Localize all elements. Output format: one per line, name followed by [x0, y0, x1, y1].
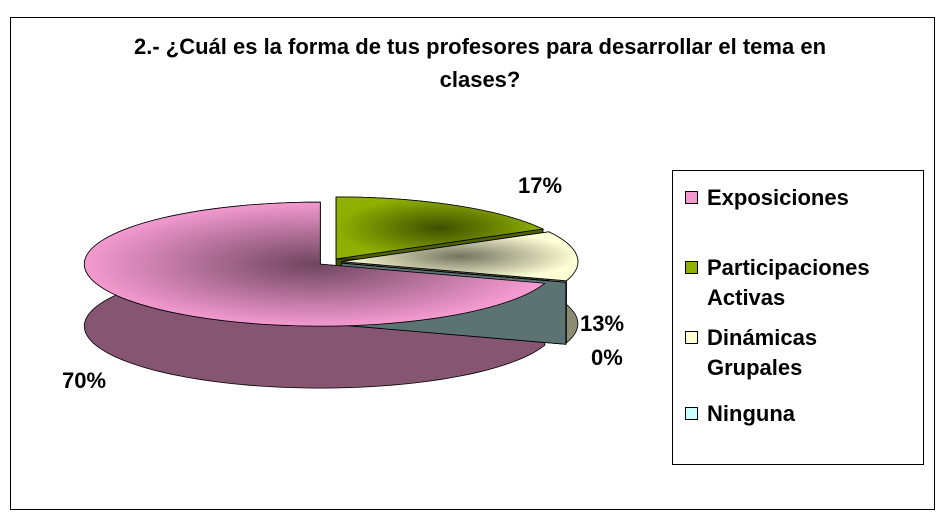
legend-swatch: [685, 261, 698, 274]
legend-swatch: [685, 191, 698, 204]
legend-entry: Ninguna: [685, 399, 921, 429]
legend: Exposiciones Participaciones Activas Dinám…: [672, 170, 924, 465]
data-label: 70%: [62, 368, 106, 393]
slice: [341, 231, 579, 282]
legend-entry: Dinámicas Grupales: [685, 323, 921, 383]
legend-label: Participaciones Activas: [707, 255, 870, 310]
chart-title: 2.- ¿Cuál es la forma de tus profesores …: [133, 34, 827, 92]
chart-frame: [10, 17, 935, 510]
data-label: 17%: [518, 173, 562, 198]
slice: [335, 196, 545, 260]
data-label: 13%: [580, 311, 624, 336]
legend-label: Dinámicas Grupales: [707, 325, 818, 380]
legend-entry: Exposiciones: [685, 183, 921, 213]
legend-entry: Participaciones Activas: [685, 253, 921, 313]
legend-swatch: [685, 407, 698, 420]
legend-label: Exposiciones: [707, 185, 849, 210]
slice: [83, 201, 546, 327]
legend-label: Ninguna: [707, 401, 795, 426]
data-label: 0%: [591, 345, 623, 370]
legend-swatch: [685, 331, 698, 344]
